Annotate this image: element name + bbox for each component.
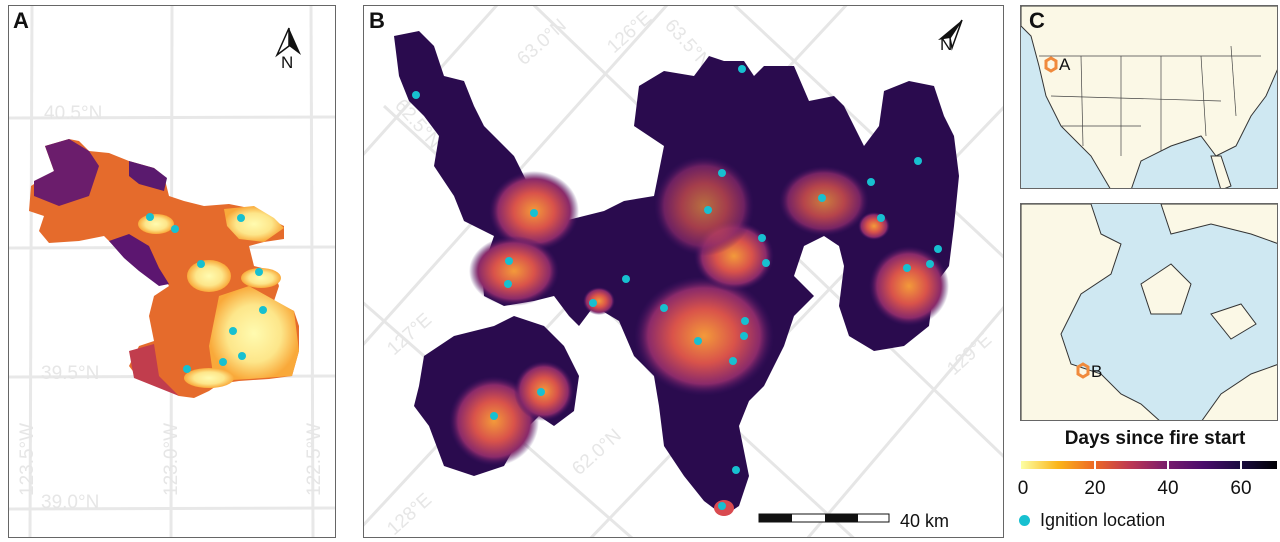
ignition-point: [738, 65, 746, 73]
panel-b-map: 63.0°N 126°E 63.5°N 62.5°N 127°E 128°E 6…: [363, 5, 1004, 538]
ignition-point: [504, 280, 512, 288]
ignition-point: [704, 206, 712, 214]
legend: Days since fire start 0 20 40 60 Ignitio…: [1016, 428, 1280, 530]
lat-label: 39.0°N: [41, 492, 99, 513]
ignition-point: [934, 245, 942, 253]
ignition-dot-icon: [1019, 515, 1030, 526]
panel-b-svg: 63.0°N 126°E 63.5°N 62.5°N 127°E 128°E 6…: [364, 6, 1003, 537]
colorbar-tick: 40: [1157, 478, 1179, 499]
ignition-point: [219, 358, 227, 366]
ignition-point: [505, 257, 513, 265]
colorbar-tick: 60: [1230, 478, 1252, 499]
ignition-point: [490, 412, 498, 420]
site-a-marker-icon: [1044, 56, 1058, 73]
scale-bar: [758, 513, 890, 523]
lon-label: 123.0°W: [161, 423, 182, 496]
lat-label: 40.5°N: [44, 103, 102, 124]
north-label: N: [940, 35, 952, 54]
ignition-point: [259, 306, 267, 314]
ignition-point: [660, 304, 668, 312]
ignition-points-a: [146, 213, 267, 373]
panel-label-c: C: [1029, 8, 1045, 33]
ignition-point: [197, 260, 205, 268]
arctic-svg: B: [1021, 204, 1277, 420]
site-b-marker-icon: [1076, 362, 1090, 379]
scale-bar-label: 40 km: [900, 511, 949, 531]
panel-label-b: B: [369, 8, 385, 33]
panel-a-map: 40.5°N 39.5°N 39.0°N 123.5°W 123.0°W 122…: [8, 5, 336, 538]
ignition-point: [877, 214, 885, 222]
ignition-point: [718, 169, 726, 177]
site-b-label: B: [1091, 362, 1102, 381]
ignition-point: [762, 259, 770, 267]
grid-label: 129°E: [943, 329, 996, 379]
ignition-point: [229, 327, 237, 335]
ignition-point: [903, 264, 911, 272]
colorbar: [1021, 461, 1277, 469]
ignition-point: [729, 357, 737, 365]
ignition-point: [237, 214, 245, 222]
fire-perimeter-b: [394, 31, 959, 516]
ignition-legend-item: Ignition location: [1019, 510, 1165, 531]
ignition-point: [238, 352, 246, 360]
grid-label: 63.0°N: [513, 15, 570, 70]
colorbar-tick: 20: [1084, 478, 1106, 499]
north-label: N: [281, 53, 293, 72]
lon-label: 123.5°W: [17, 423, 38, 496]
ignition-point: [740, 332, 748, 340]
north-arrow-icon: [938, 19, 963, 51]
ignition-point: [741, 317, 749, 325]
ignition-point: [622, 275, 630, 283]
ignition-point: [818, 194, 826, 202]
lon-label: 122.5°W: [304, 423, 325, 496]
ignition-point: [146, 213, 154, 221]
ignition-point: [926, 260, 934, 268]
ignition-point: [171, 225, 179, 233]
ignition-points-b: [412, 65, 942, 510]
ignition-point: [694, 337, 702, 345]
panel-a-svg: 40.5°N 39.5°N 39.0°N 123.5°W 123.0°W 122…: [9, 6, 335, 537]
panel-c-north-america-map: A C: [1020, 5, 1278, 189]
legend-title: Days since fire start: [1064, 428, 1246, 449]
ignition-point: [412, 91, 420, 99]
ignition-point: [255, 268, 263, 276]
lat-label: 39.5°N: [41, 363, 99, 384]
panel-label-a: A: [13, 8, 29, 33]
north-america-svg: A: [1021, 6, 1277, 188]
ignition-point: [589, 299, 597, 307]
ignition-point: [530, 209, 538, 217]
ignition-point: [867, 178, 875, 186]
ignition-point: [758, 234, 766, 242]
ignition-point: [718, 502, 726, 510]
north-arrow-icon: [275, 27, 301, 58]
ignition-point: [537, 388, 545, 396]
grid-label: 127°E: [383, 309, 436, 359]
ignition-legend-label: Ignition location: [1040, 510, 1166, 530]
grid-label: 62.0°N: [568, 425, 625, 480]
colorbar-tick: 0: [1017, 478, 1029, 499]
ignition-point: [914, 157, 922, 165]
site-a-label: A: [1059, 55, 1071, 74]
ignition-point: [183, 365, 191, 373]
panel-c-arctic-map: B: [1020, 203, 1278, 421]
ignition-point: [732, 466, 740, 474]
grid-label: 126°E: [603, 7, 656, 57]
